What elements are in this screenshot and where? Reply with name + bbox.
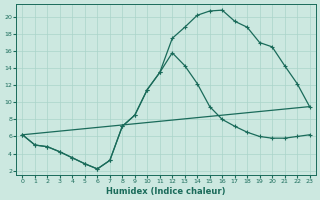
X-axis label: Humidex (Indice chaleur): Humidex (Indice chaleur) <box>106 187 226 196</box>
